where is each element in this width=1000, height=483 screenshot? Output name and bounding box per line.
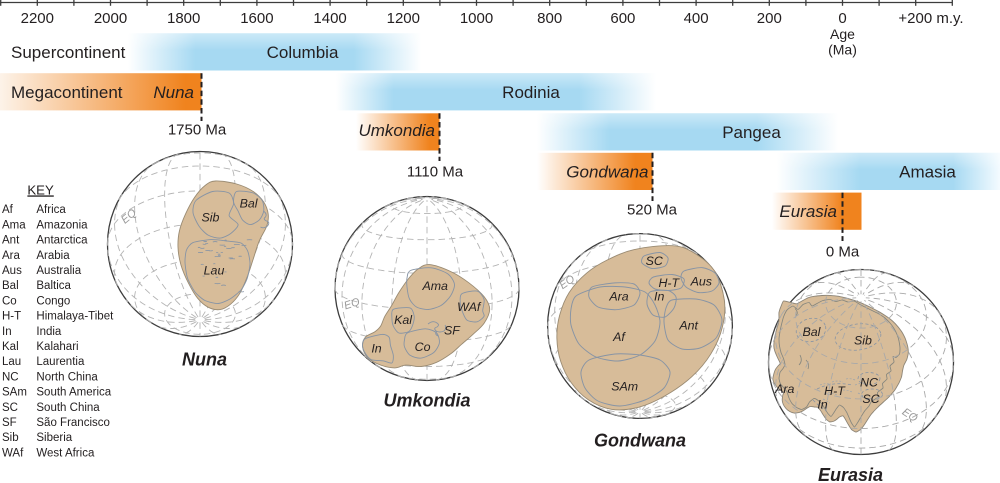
- svg-text:Ara: Ara: [608, 290, 628, 304]
- svg-text:India: India: [36, 326, 62, 338]
- svg-text:Umkondia: Umkondia: [383, 391, 470, 411]
- svg-text:WAf: WAf: [457, 300, 482, 314]
- svg-text:1750 Ma: 1750 Ma: [168, 122, 227, 139]
- svg-text:Himalaya-Tibet: Himalaya-Tibet: [36, 311, 114, 323]
- svg-text:SC: SC: [862, 392, 880, 406]
- svg-text:Af: Af: [2, 204, 14, 216]
- svg-text:600: 600: [610, 10, 635, 27]
- svg-text:1600: 1600: [240, 10, 273, 27]
- svg-text:South America: South America: [36, 387, 111, 399]
- svg-text:West Africa: West Africa: [36, 447, 95, 459]
- svg-text:Megacontinent: Megacontinent: [11, 83, 123, 102]
- svg-text:In: In: [2, 326, 12, 338]
- svg-text:Age: Age: [830, 26, 855, 42]
- svg-text:Ama: Ama: [2, 219, 26, 231]
- svg-text:Baltica: Baltica: [36, 280, 71, 292]
- svg-text:SF: SF: [444, 324, 461, 338]
- svg-text:Gondwana: Gondwana: [594, 431, 686, 451]
- svg-text:Rodinia: Rodinia: [502, 83, 560, 102]
- svg-text:SAm: SAm: [611, 380, 638, 394]
- svg-text:North China: North China: [36, 371, 98, 383]
- svg-text:Australia: Australia: [36, 265, 81, 277]
- svg-text:Gondwana: Gondwana: [566, 162, 648, 181]
- svg-text:São Francisco: São Francisco: [36, 417, 110, 429]
- svg-text:Pangea: Pangea: [722, 123, 781, 142]
- svg-text:Amasia: Amasia: [899, 162, 956, 181]
- svg-text:200: 200: [757, 10, 782, 27]
- svg-text:+200 m.y.: +200 m.y.: [898, 10, 963, 27]
- svg-text:Sib: Sib: [854, 333, 872, 347]
- svg-text:In: In: [371, 342, 381, 356]
- svg-text:2000: 2000: [94, 10, 127, 27]
- svg-text:1400: 1400: [313, 10, 346, 27]
- svg-text:SC: SC: [2, 402, 18, 414]
- svg-text:Ama: Ama: [421, 279, 448, 293]
- svg-text:Umkondia: Umkondia: [358, 121, 435, 140]
- svg-text:EQ: EQ: [343, 296, 362, 312]
- svg-text:Kal: Kal: [394, 313, 413, 327]
- svg-text:Aus: Aus: [2, 265, 22, 277]
- svg-text:South China: South China: [36, 402, 100, 414]
- svg-text:Lau: Lau: [2, 356, 21, 368]
- svg-text:520 Ma: 520 Ma: [627, 202, 678, 219]
- svg-text:Arabia: Arabia: [36, 250, 70, 262]
- svg-text:In: In: [654, 290, 664, 304]
- svg-text:Eurasia: Eurasia: [779, 202, 837, 221]
- svg-text:SC: SC: [646, 254, 664, 268]
- svg-text:800: 800: [537, 10, 562, 27]
- svg-text:Eurasia: Eurasia: [818, 465, 883, 483]
- svg-text:Lau: Lau: [204, 263, 225, 277]
- svg-text:Africa: Africa: [36, 204, 66, 216]
- svg-text:H-T: H-T: [824, 384, 846, 398]
- svg-text:Supercontinent: Supercontinent: [11, 43, 126, 62]
- svg-text:Sib: Sib: [2, 432, 19, 444]
- svg-text:In: In: [817, 397, 827, 411]
- svg-text:Co: Co: [415, 340, 431, 354]
- svg-text:Kal: Kal: [2, 341, 19, 353]
- svg-text:SAm: SAm: [2, 387, 27, 399]
- svg-text:Antarctica: Antarctica: [36, 235, 88, 247]
- svg-text:Ara: Ara: [774, 382, 794, 396]
- svg-text:H-T: H-T: [658, 276, 680, 290]
- svg-text:2200: 2200: [21, 10, 54, 27]
- svg-text:NC: NC: [2, 371, 19, 383]
- svg-text:1200: 1200: [387, 10, 420, 27]
- svg-text:Ara: Ara: [2, 250, 21, 262]
- svg-text:1110 Ma: 1110 Ma: [407, 164, 464, 181]
- svg-text:1800: 1800: [167, 10, 200, 27]
- svg-text:(Ma): (Ma): [828, 42, 857, 58]
- svg-text:Sib: Sib: [202, 211, 220, 225]
- svg-text:Bal: Bal: [2, 280, 19, 292]
- svg-text:Bal: Bal: [803, 325, 822, 339]
- svg-text:Nuna: Nuna: [182, 350, 227, 370]
- svg-text:WAf: WAf: [2, 447, 24, 459]
- svg-text:Co: Co: [2, 295, 17, 307]
- svg-text:SF: SF: [2, 417, 17, 429]
- svg-text:400: 400: [684, 10, 709, 27]
- svg-text:0 Ma: 0 Ma: [826, 244, 860, 261]
- svg-text:Amazonia: Amazonia: [36, 219, 88, 231]
- svg-text:Columbia: Columbia: [267, 43, 339, 62]
- svg-text:Kalahari: Kalahari: [36, 341, 78, 353]
- svg-text:NC: NC: [860, 375, 879, 389]
- svg-text:Aus: Aus: [690, 274, 712, 288]
- svg-text:Ant: Ant: [678, 318, 698, 332]
- svg-text:1000: 1000: [460, 10, 493, 27]
- svg-text:Ant: Ant: [2, 235, 20, 247]
- svg-text:Laurentia: Laurentia: [36, 356, 85, 368]
- svg-text:Nuna: Nuna: [153, 83, 194, 102]
- svg-text:H-T: H-T: [2, 311, 21, 323]
- svg-text:0: 0: [838, 10, 846, 27]
- svg-text:Congo: Congo: [36, 295, 70, 307]
- svg-text:Siberia: Siberia: [36, 432, 72, 444]
- svg-text:Af: Af: [612, 330, 626, 344]
- svg-text:Bal: Bal: [240, 197, 259, 211]
- svg-text:KEY: KEY: [27, 182, 54, 197]
